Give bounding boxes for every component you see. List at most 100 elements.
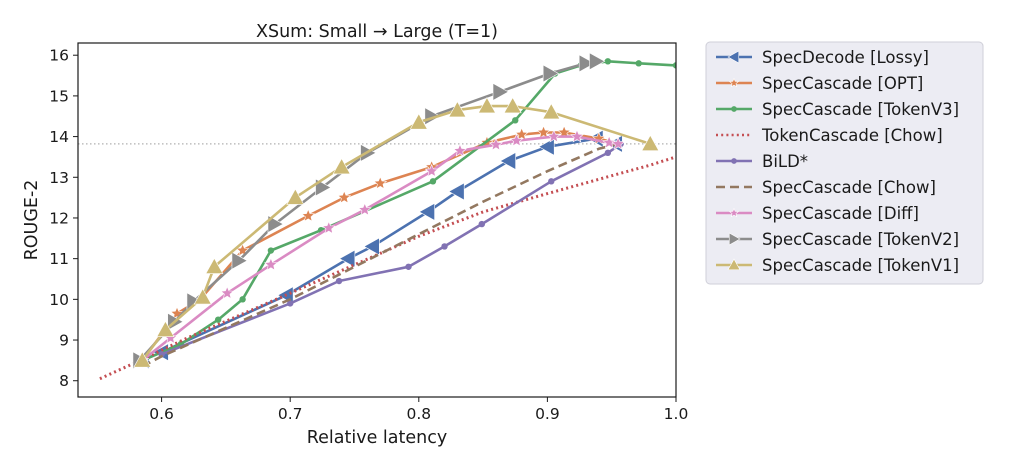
data-point [338, 249, 356, 268]
data-point [604, 58, 612, 65]
series-0 [133, 129, 623, 370]
legend-label: SpecCascade [Chow] [762, 178, 936, 197]
data-point [357, 202, 372, 216]
data-point [263, 257, 278, 271]
data-point [418, 202, 435, 221]
data-point [424, 163, 439, 178]
data-point [499, 151, 516, 171]
data-point [448, 182, 465, 201]
data-point [514, 127, 529, 141]
legend-label: TokenCascade [Chow] [761, 126, 943, 145]
series-line [141, 59, 676, 362]
legend-marker [731, 158, 737, 164]
y-tick-label: 12 [49, 209, 69, 227]
data-point [536, 125, 551, 139]
data-point [542, 103, 561, 120]
legend-label: BiLD* [762, 152, 808, 171]
y-tick-label: 13 [49, 169, 69, 187]
data-point [512, 117, 519, 124]
axis-ticks: 0.6 0.7 0.8 0.9 1.0 8 9 10 11 12 13 14 15 16 [49, 47, 688, 423]
data-point [578, 54, 596, 73]
x-tick-label: 0.7 [278, 405, 303, 423]
data-point [441, 243, 448, 250]
x-tick-label: 1.0 [664, 405, 689, 423]
data-point [429, 178, 437, 185]
data-point [239, 296, 246, 303]
y-tick-label: 10 [49, 291, 69, 309]
legend-marker [727, 258, 741, 271]
data-point [321, 220, 336, 235]
legend-label: SpecDecode [Lossy] [762, 48, 929, 67]
legend-box [705, 41, 984, 285]
y-tick-label: 11 [49, 250, 69, 268]
x-axis-label: Relative latency [307, 428, 447, 448]
legend-marker [728, 232, 741, 246]
data-point [509, 133, 524, 147]
data-point [477, 96, 496, 114]
data-point [301, 208, 316, 222]
legend-marker [727, 50, 740, 64]
data-point [231, 251, 248, 270]
data-point [542, 64, 560, 83]
data-point [604, 149, 612, 157]
data-point [133, 351, 152, 368]
data-point [635, 60, 642, 67]
legend-marker [731, 106, 737, 112]
legend-label: SpecCascade [TokenV3] [762, 100, 959, 119]
legend-marker [728, 207, 740, 218]
data-point [611, 136, 626, 150]
legend: SpecDecode [Lossy] SpecCascade [OPT] SpecC… [705, 41, 984, 285]
data-point [453, 143, 467, 157]
data-point [335, 277, 343, 285]
data-point [267, 215, 284, 234]
data-point [363, 237, 380, 256]
plot-area [78, 52, 676, 381]
series-8 [133, 96, 660, 368]
data-point [337, 190, 352, 204]
legend-label: SpecCascade [Diff] [762, 204, 919, 223]
data-point [286, 300, 294, 307]
legend-label: SpecCascade [OPT] [762, 74, 923, 93]
data-point [405, 263, 412, 270]
data-point [589, 52, 606, 71]
series-line [99, 155, 676, 381]
data-point [478, 220, 486, 228]
data-point [220, 285, 235, 300]
y-axis-label: ROUGE-2 [22, 180, 42, 261]
legend-marker [728, 77, 740, 88]
data-point [538, 137, 555, 156]
series-3 [99, 155, 676, 381]
data-point [489, 137, 503, 151]
data-point [156, 320, 175, 337]
x-tick-label: 0.9 [535, 405, 560, 423]
data-point [448, 101, 467, 118]
x-tick-label: 0.6 [149, 405, 174, 423]
data-point [373, 176, 388, 190]
data-point [546, 129, 561, 143]
data-point [641, 134, 660, 152]
series-5 [141, 142, 619, 368]
data-point [570, 129, 584, 143]
y-tick-label: 15 [49, 87, 69, 105]
chart-title: XSum: Small → Large (T=1) [256, 22, 498, 42]
data-point [193, 288, 212, 305]
data-point [409, 113, 428, 130]
data-point [205, 257, 224, 274]
series-2 [139, 58, 676, 364]
y-tick-label: 9 [59, 332, 69, 350]
legend-label: SpecCascade [TokenV2] [762, 230, 959, 249]
data-point [332, 157, 351, 175]
plot-frame [77, 42, 677, 398]
legend-label: SpecCascade [TokenV1] [762, 256, 959, 275]
x-tick-label: 0.8 [406, 405, 431, 423]
series-line [141, 142, 619, 368]
data-point [602, 135, 617, 149]
data-point [286, 188, 305, 205]
data-point [214, 316, 222, 323]
y-tick-label: 16 [49, 47, 69, 65]
y-tick-label: 8 [59, 372, 69, 390]
data-point [267, 247, 275, 254]
data-point [548, 178, 555, 185]
